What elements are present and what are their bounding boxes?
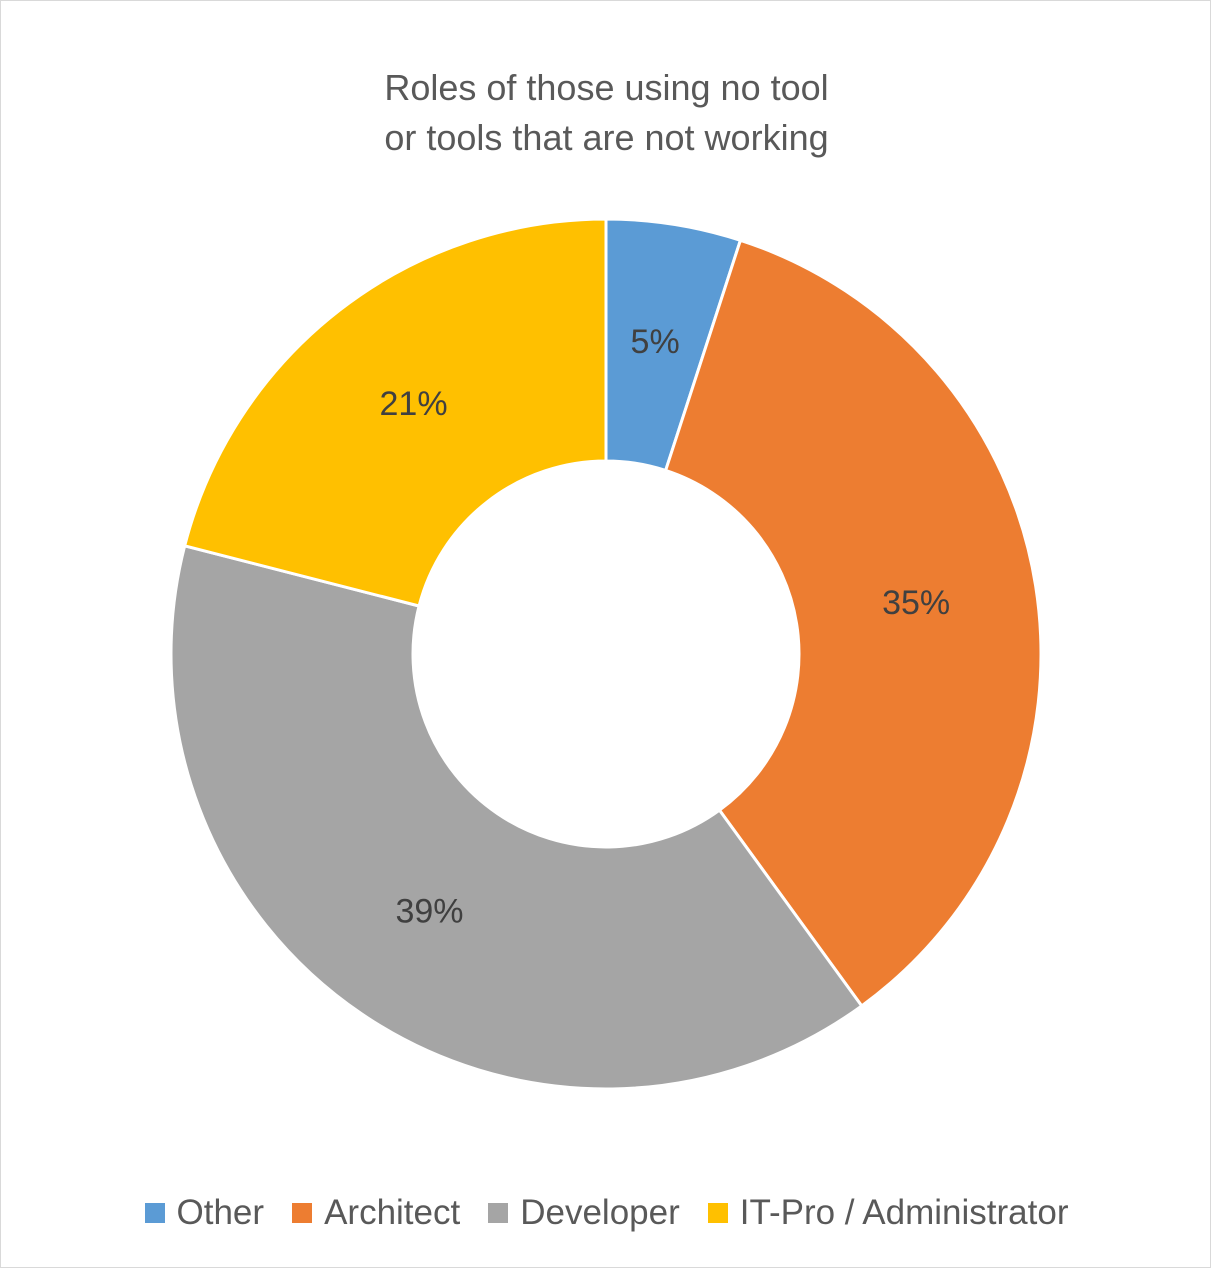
legend-item-architect: Architect — [292, 1193, 460, 1233]
data-labels-group: 5% 35% 39% 21% — [380, 323, 951, 931]
slice-developer — [169, 543, 864, 1091]
legend-swatch-other — [144, 1203, 165, 1223]
data-label-architect: 35% — [882, 584, 950, 622]
chart-title-line-2: or tools that are not working — [384, 117, 829, 158]
legend-swatch-architect — [292, 1203, 313, 1223]
slice-architect — [663, 238, 1043, 1009]
slice-it-pro — [182, 217, 608, 608]
legend: Other Architect Developer IT-Pro / Admin… — [1, 1193, 1211, 1233]
legend-item-developer: Developer — [488, 1193, 680, 1233]
data-label-it-pro: 21% — [380, 385, 448, 423]
legend-swatch-developer — [488, 1203, 509, 1223]
legend-label-it-pro: IT-Pro / Administrator — [739, 1193, 1069, 1232]
legend-label-architect: Architect — [324, 1193, 461, 1232]
data-label-developer: 39% — [395, 893, 463, 931]
legend-item-it-pro: IT-Pro / Administrator — [707, 1193, 1069, 1233]
chart-title: Roles of those using no tool or tools th… — [1, 63, 1211, 163]
chart-title-line-1: Roles of those using no tool — [384, 67, 829, 108]
legend-label-developer: Developer — [520, 1193, 680, 1232]
legend-swatch-it-pro — [707, 1203, 728, 1223]
legend-label-other: Other — [176, 1193, 265, 1232]
legend-item-other: Other — [144, 1193, 265, 1233]
data-label-other: 5% — [631, 323, 680, 361]
slices-group — [169, 217, 1043, 1091]
